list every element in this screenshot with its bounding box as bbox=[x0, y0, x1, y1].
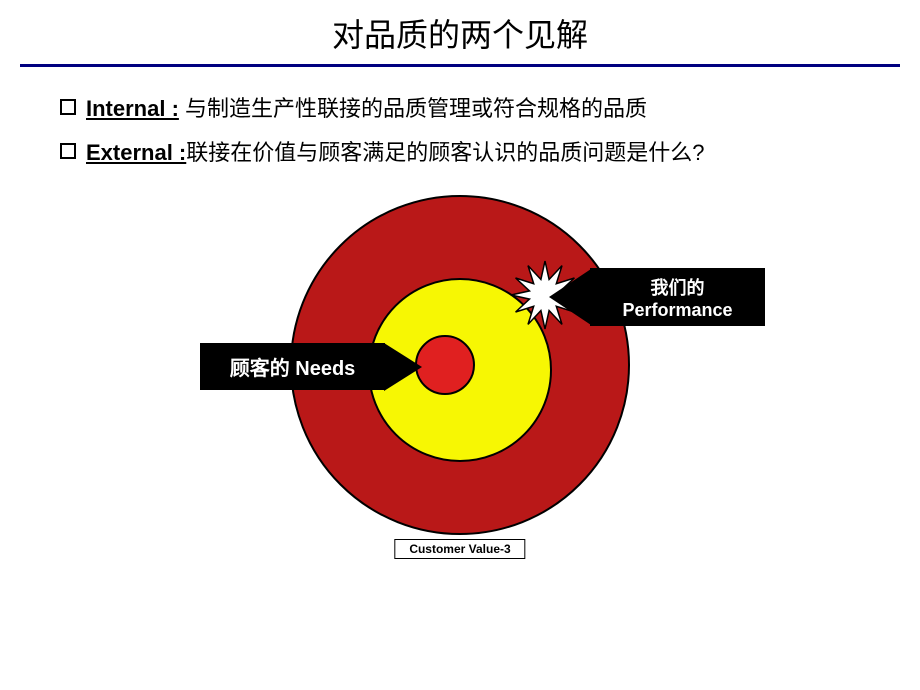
bullet-item: Internal : 与制造生产性联接的品质管理或符合规格的品质 bbox=[60, 87, 860, 131]
footer-label: Customer Value-3 bbox=[394, 539, 525, 559]
bullet-text: External :联接在价值与顾客满足的顾客认识的品质问题是什么? bbox=[86, 131, 860, 175]
bullet-label: Internal : bbox=[86, 96, 179, 121]
label-text: Performance bbox=[622, 300, 732, 321]
bullet-item: External :联接在价值与顾客满足的顾客认识的品质问题是什么? bbox=[60, 131, 860, 175]
slide-title: 对品质的两个见解 bbox=[0, 0, 920, 64]
inner-circle bbox=[415, 335, 475, 395]
target-diagram: 顾客的 Needs 我们的 Performance Customer Value… bbox=[0, 185, 920, 565]
bullet-marker-icon bbox=[60, 143, 76, 159]
bullet-label: External : bbox=[86, 140, 186, 165]
bullet-list: Internal : 与制造生产性联接的品质管理或符合规格的品质 Externa… bbox=[0, 77, 920, 175]
arrow-right-icon bbox=[384, 343, 422, 391]
arrow-left-icon bbox=[549, 269, 591, 325]
bullet-text: Internal : 与制造生产性联接的品质管理或符合规格的品质 bbox=[86, 87, 860, 131]
label-text: 我们的 bbox=[651, 274, 705, 300]
label-text: 顾客的 Needs bbox=[230, 352, 356, 381]
customer-needs-label: 顾客的 Needs bbox=[200, 343, 385, 390]
bullet-marker-icon bbox=[60, 99, 76, 115]
performance-label: 我们的 Performance bbox=[590, 268, 765, 326]
title-underline bbox=[20, 64, 900, 67]
bullet-body: 与制造生产性联接的品质管理或符合规格的品质 bbox=[179, 96, 647, 121]
bullet-body: 联接在价值与顾客满足的顾客认识的品质问题是什么? bbox=[186, 140, 704, 165]
